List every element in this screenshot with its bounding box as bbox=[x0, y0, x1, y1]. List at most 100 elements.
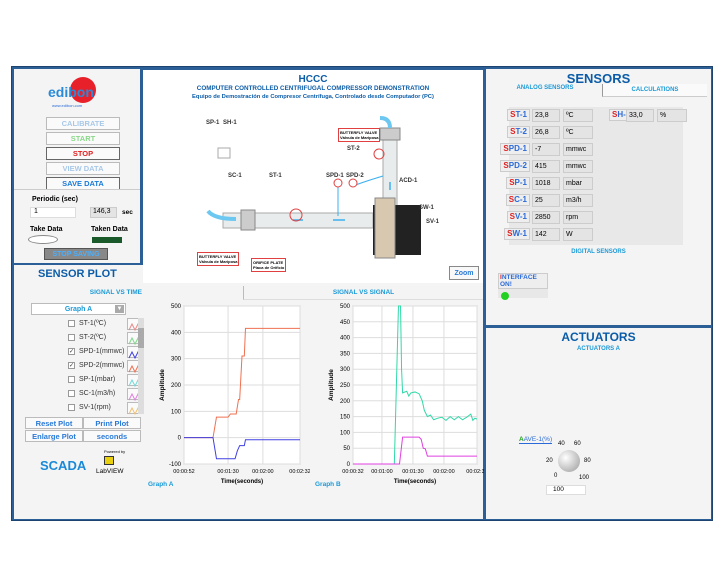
channel-checkbox[interactable]: ST-2(ºC) bbox=[68, 332, 106, 344]
compressor-schematic bbox=[206, 116, 421, 259]
sensor-id: W-1 bbox=[512, 229, 527, 238]
checkbox[interactable] bbox=[68, 389, 75, 397]
stop-button[interactable]: STOP bbox=[46, 147, 120, 160]
channel-label: ST-2(ºC) bbox=[79, 334, 107, 341]
edibon-logo: edibon bbox=[48, 84, 94, 100]
take-data-toggle[interactable] bbox=[28, 235, 58, 244]
tab-signal-vs-signal[interactable]: SIGNAL VS SIGNAL bbox=[243, 286, 483, 300]
sensor-label: ST-1 bbox=[507, 109, 530, 121]
sensor-id: C-1 bbox=[514, 195, 527, 204]
sensor-unit: mmwc bbox=[563, 160, 593, 173]
sensor-id: P-1 bbox=[514, 178, 527, 187]
channel-label: SC-1(m3/h) bbox=[79, 390, 116, 397]
ave1-value-input[interactable]: 100 bbox=[546, 485, 586, 495]
interface-indicator: INTERFACE ON! bbox=[498, 273, 548, 300]
channel-label: SPD-1(mmwc) bbox=[79, 348, 125, 355]
sensor-unit: m3/h bbox=[563, 194, 593, 207]
sensor-unit: mbar bbox=[563, 177, 593, 190]
x-axis-label: Time(seconds) bbox=[394, 479, 436, 485]
channel-checkbox[interactable]: ✓ SPD-1(mmwc) bbox=[68, 346, 125, 358]
sensors-title: SENSORS bbox=[566, 71, 631, 86]
y-tick-label: -100 bbox=[169, 462, 182, 468]
knob-tick-100: 100 bbox=[579, 475, 590, 481]
channel-checkbox[interactable]: SV-1(rpm) bbox=[68, 402, 111, 414]
x-tick-label: 00:02:00 bbox=[433, 469, 454, 475]
checkbox[interactable] bbox=[68, 319, 75, 327]
taken-data-label: Taken Data bbox=[91, 226, 128, 233]
tab-calculations[interactable]: CALCULATIONS bbox=[602, 84, 707, 97]
checkbox[interactable] bbox=[68, 403, 75, 411]
app-window: edibon www.edibon.com CALIBRATE START ST… bbox=[11, 66, 713, 521]
channel-checkbox[interactable]: SP-1(mbar) bbox=[68, 374, 115, 386]
sensor-label: SW-1 bbox=[504, 228, 530, 240]
orifice-en: ORIFICE PLATE bbox=[253, 260, 284, 265]
checkbox[interactable] bbox=[68, 333, 75, 341]
orifice-plate-label: ORIFICE PLATE Placa de Orificio bbox=[251, 258, 287, 272]
tag-sc1: SC-1 bbox=[228, 173, 242, 179]
x-tick-label: 00:02:32 bbox=[466, 469, 484, 475]
time-unit-dropdown[interactable]: seconds bbox=[83, 430, 141, 442]
x-axis-label: Time(seconds) bbox=[221, 479, 263, 485]
tag-sv1: SV-1 bbox=[426, 219, 440, 225]
y-tick-label: 450 bbox=[340, 320, 351, 326]
channel-checkbox[interactable]: SC-1(m3/h) bbox=[68, 388, 115, 400]
periodic-label: Periodic (sec) bbox=[32, 196, 78, 203]
sensor-unit: W bbox=[563, 228, 593, 241]
checkbox[interactable]: ✓ bbox=[68, 347, 75, 355]
checkbox[interactable]: ✓ bbox=[68, 361, 75, 369]
y-tick-label: 350 bbox=[340, 351, 351, 357]
sensor-value: 142 bbox=[532, 228, 560, 241]
series-line bbox=[184, 437, 300, 460]
diagram-subtitle: Equipo de Demostración de Compresor Cent… bbox=[192, 94, 434, 100]
tab-analog-sensors[interactable]: ANALOG SENSORS bbox=[516, 85, 574, 91]
sensor-plot-title: SENSOR PLOT bbox=[38, 268, 117, 280]
sensor-id: V-1 bbox=[514, 212, 527, 221]
stop-saving-button[interactable]: STOP SAVING bbox=[44, 248, 108, 260]
scada-logo: SCADA bbox=[40, 458, 87, 473]
sensor-id: PD-2 bbox=[508, 161, 527, 170]
tag-st2: ST-2 bbox=[347, 146, 360, 152]
reset-plot-button[interactable]: Reset Plot bbox=[25, 417, 83, 429]
enlarge-plot-button[interactable]: Enlarge Plot bbox=[25, 430, 83, 442]
sensor-value-sh1: 33,0 bbox=[626, 109, 654, 122]
channel-checkbox[interactable]: ✓ SPD-2(mmwc) bbox=[68, 360, 125, 372]
tab-signal-vs-time[interactable]: SIGNAL VS TIME bbox=[89, 289, 142, 296]
y-tick-label: 100 bbox=[171, 409, 182, 415]
logo-circle bbox=[70, 77, 96, 103]
bv1-en: BUTTERFLY VALVE bbox=[199, 254, 237, 259]
print-plot-button[interactable]: Print Plot bbox=[83, 417, 141, 429]
sensor-unit: ºC bbox=[563, 109, 593, 122]
graph-select-dropdown[interactable]: Graph A ▼ bbox=[31, 303, 126, 315]
view-data-button[interactable]: VIEW DATA bbox=[46, 162, 120, 175]
checkbox[interactable] bbox=[68, 375, 75, 383]
x-tick-label: 00:02:32 bbox=[289, 469, 310, 475]
sensor-id: T-2 bbox=[515, 127, 527, 136]
channel-checkbox[interactable]: ST-1(ºC) bbox=[68, 318, 106, 330]
actuators-title: ACTUATORS bbox=[561, 330, 636, 344]
tag-sw1: SW-1 bbox=[419, 205, 434, 211]
sensor-value: 1018 bbox=[532, 177, 560, 190]
periodic-input[interactable]: 1 bbox=[30, 207, 76, 218]
sensor-label: SC-1 bbox=[505, 194, 530, 206]
start-button[interactable]: START bbox=[46, 132, 120, 145]
channel-scrollbar[interactable] bbox=[138, 318, 144, 414]
sensor-label: ST-2 bbox=[507, 126, 530, 138]
series-line bbox=[353, 305, 478, 465]
channel-label: SP-1(mbar) bbox=[79, 376, 116, 383]
ave1-knob[interactable] bbox=[558, 450, 580, 472]
series-line bbox=[353, 436, 477, 465]
y-tick-label: 300 bbox=[340, 367, 351, 373]
tab-actuators-a[interactable]: ACTUATORS A bbox=[577, 346, 620, 352]
sensor-id: PD-1 bbox=[508, 144, 527, 153]
bv2-en: BUTTERFLY VALVE bbox=[340, 130, 378, 135]
logo-url: www.edibon.com bbox=[52, 103, 83, 108]
sensor-value: 2850 bbox=[532, 211, 560, 224]
x-tick-label: 00:00:32 bbox=[342, 469, 363, 475]
x-tick-label: 00:01:30 bbox=[402, 469, 423, 475]
sensor-value: 23,8 bbox=[532, 109, 560, 122]
sensor-value: 25 bbox=[532, 194, 560, 207]
calibrate-button[interactable]: CALIBRATE bbox=[46, 117, 120, 130]
sensors-panel: SENSORS ANALOG SENSORS CALCULATIONS ST-1… bbox=[486, 69, 711, 325]
zoom-button[interactable]: Zoom bbox=[449, 266, 479, 280]
y-tick-label: 0 bbox=[347, 462, 351, 468]
